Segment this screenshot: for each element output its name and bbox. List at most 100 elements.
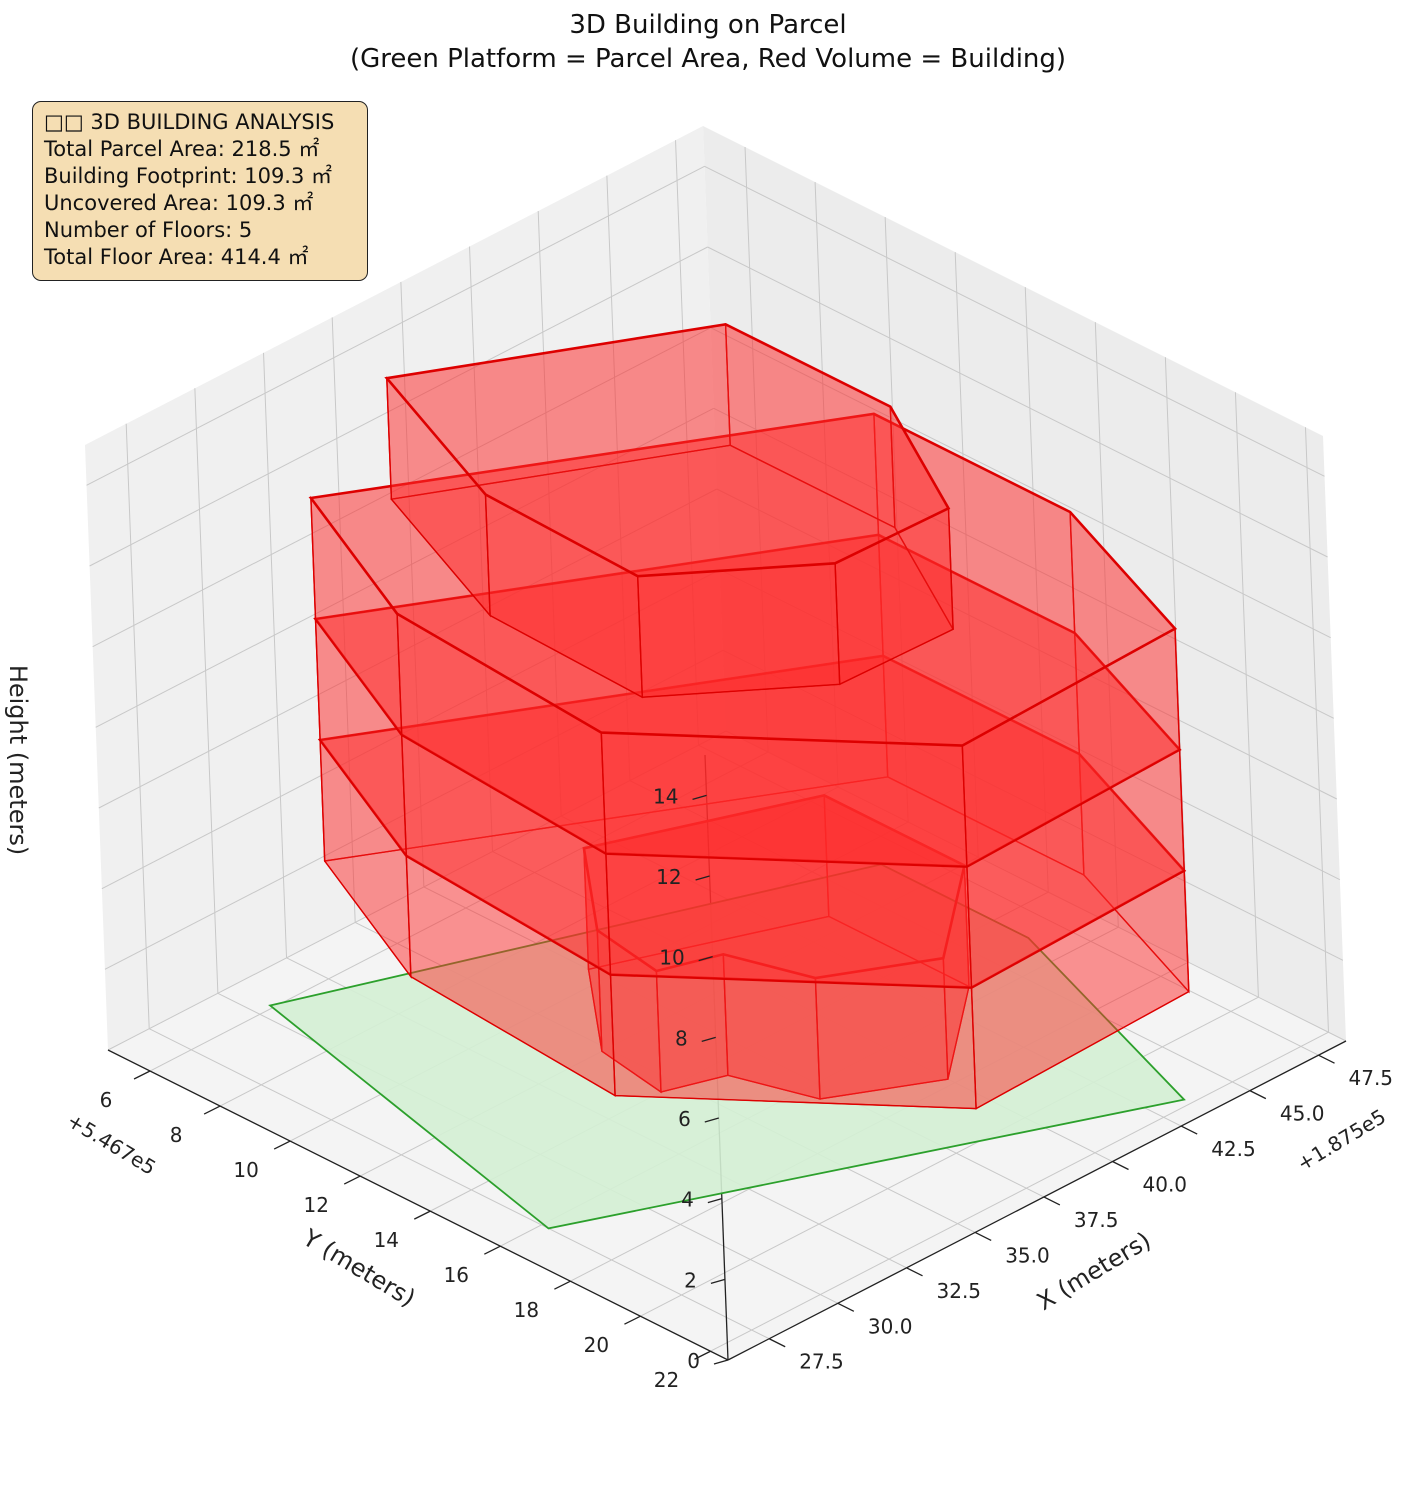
grid-line: [1024, 287, 1049, 893]
building-floor-1: [582, 794, 970, 1100]
y-tick-label: 12: [303, 1193, 328, 1217]
z-tick-mark: [713, 1359, 729, 1365]
z-tick-mark: [707, 1198, 723, 1204]
y-axis-line: [107, 1049, 729, 1361]
x-tick-label: 40.0: [1143, 1173, 1188, 1197]
y-tick-mark: [624, 1315, 641, 1325]
back-pane-x: [85, 126, 726, 1050]
grid-line: [263, 352, 288, 958]
x-tick-mark: [1112, 1160, 1129, 1171]
x-tick-label: 42.5: [1211, 1137, 1256, 1161]
building-floor-5: [384, 322, 954, 699]
x-tick-label: 32.5: [937, 1279, 982, 1303]
grid-line: [92, 327, 711, 648]
x-tick-mark: [974, 1231, 992, 1241]
grid-line: [149, 751, 769, 1072]
floor-top-face: [384, 322, 951, 578]
grid-line: [89, 246, 708, 567]
floor-wall: [609, 973, 977, 1110]
floor-wall: [636, 562, 841, 698]
info-total-floor-area: Total Floor Area: 414.4 ㎡: [44, 245, 309, 269]
y-tick-mark: [413, 1210, 431, 1220]
info-number-of-floors: Number of Floors: 5: [44, 218, 253, 242]
grid-line: [698, 744, 1319, 1056]
x-tick-mark: [768, 1338, 786, 1348]
y-tick-mark: [343, 1175, 361, 1185]
x-axis-line: [727, 1040, 1347, 1361]
grid-line: [716, 488, 1338, 800]
z-tick-mark: [695, 875, 710, 881]
y-tick-mark: [203, 1105, 221, 1115]
grid-line: [469, 246, 494, 852]
grid-line: [744, 146, 769, 753]
grid-line: [400, 281, 425, 887]
info-building-footprint: Building Footprint: 109.3 ㎡: [44, 164, 333, 188]
x-tick-mark: [1318, 1054, 1335, 1064]
grid-line: [148, 1028, 770, 1340]
grid-line: [331, 317, 356, 923]
grid-line: [194, 388, 219, 994]
x-tick-label: 30.0: [868, 1314, 913, 1338]
grid-line: [125, 423, 150, 1029]
z-tick-label: 10: [659, 946, 684, 970]
grid-line: [107, 730, 727, 1051]
chart-subtitle: (Green Platform = Parcel Area, Red Volum…: [349, 44, 1067, 74]
x-tick-label: 47.5: [1349, 1066, 1394, 1090]
grid-line: [95, 407, 714, 728]
grid-line: [104, 649, 724, 970]
y-tick-label: 20: [584, 1333, 609, 1357]
grid-line: [1234, 392, 1259, 998]
info-uncovered-area: Uncovered Area: 109.3 ㎡: [44, 191, 314, 215]
z-tick-label: 8: [675, 1026, 688, 1050]
y-tick-mark: [694, 1350, 711, 1360]
grid-line: [710, 327, 1331, 639]
y-tick-mark: [133, 1070, 151, 1080]
grid-line: [606, 175, 631, 781]
y-tick-label: 22: [654, 1368, 679, 1392]
back-pane-y: [703, 126, 1346, 1041]
y-tick-label: 18: [514, 1298, 539, 1322]
grid-line: [814, 182, 839, 788]
z-tick-mark: [704, 1117, 719, 1123]
floor-top-face: [582, 794, 966, 980]
tick-layer: 27.5 30.0 32.5 35.0 37.5 40.0 42.5 45.0 47.5 6 8 10…: [100, 784, 1393, 1392]
grid-line: [86, 165, 705, 486]
z-tick-label: 0: [687, 1349, 700, 1373]
y-tick-mark: [554, 1280, 571, 1290]
floor-top-face: [308, 412, 1178, 747]
y-tick-label: 6: [100, 1088, 113, 1112]
grid-line: [640, 996, 1259, 1317]
z-axis-label: Height (meters): [4, 665, 32, 855]
y-tick-label: 8: [170, 1123, 183, 1147]
z-tick-mark: [710, 1278, 726, 1284]
x-axis-label: X (meters): [1032, 1226, 1156, 1316]
grid-line: [722, 649, 1344, 961]
y-tick-label: 14: [374, 1228, 399, 1252]
x-tick-mark: [906, 1267, 923, 1277]
z-tick-mark: [692, 794, 707, 800]
grid-line: [1094, 322, 1119, 928]
grid-line: [713, 407, 1334, 719]
y-offset-label: +5.467e5: [63, 1108, 160, 1180]
grid-line: [707, 246, 1328, 558]
x-tick-mark: [1249, 1090, 1267, 1100]
z-tick-mark: [701, 1036, 716, 1042]
y-tick-label: 16: [444, 1263, 469, 1287]
y-tick-mark: [484, 1245, 501, 1255]
building-layer: [308, 322, 1190, 1110]
grid-line: [884, 217, 909, 823]
grid-line: [537, 211, 562, 817]
grid-line: [101, 569, 721, 890]
z-tick-label: 12: [656, 865, 681, 889]
building-floor-4: [308, 412, 1181, 868]
z-tick-label: 2: [684, 1268, 697, 1292]
x-tick-label: 35.0: [1005, 1243, 1050, 1267]
z-tick-label: 4: [681, 1188, 694, 1212]
grid-line: [725, 730, 1347, 1042]
x-tick-label: 45.0: [1280, 1102, 1325, 1126]
x-tick-label: 37.5: [1074, 1208, 1119, 1232]
grid-line: [954, 252, 979, 858]
y-axis-label: Y (meters): [297, 1223, 420, 1312]
grid-line: [704, 165, 1325, 477]
